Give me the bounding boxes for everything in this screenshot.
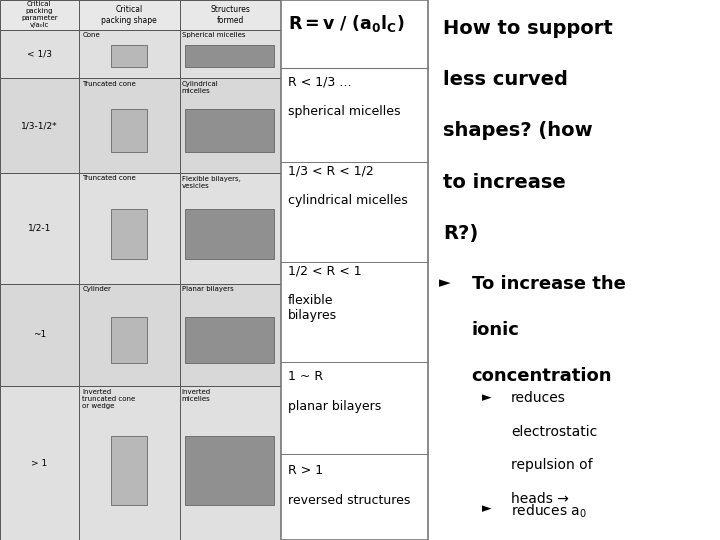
Text: 1/3 < R < 1/2: 1/3 < R < 1/2 [288, 165, 374, 178]
Text: R > 1: R > 1 [288, 464, 323, 477]
Text: Critical
packing shape: Critical packing shape [102, 5, 157, 24]
Text: Cone: Cone [82, 32, 100, 38]
Text: reversed structures: reversed structures [288, 494, 410, 507]
Text: Flexible bilayers,
vesicles: Flexible bilayers, vesicles [182, 176, 240, 188]
Text: ►: ► [482, 392, 492, 404]
Text: Structures
formed: Structures formed [210, 5, 250, 24]
Bar [111, 45, 148, 68]
Text: 1/2-1: 1/2-1 [27, 224, 51, 233]
Text: reduces: reduces [511, 392, 566, 406]
Text: 1 ~ R: 1 ~ R [288, 370, 323, 383]
Bar [185, 436, 274, 505]
Text: R < 1/3 …: R < 1/3 … [288, 76, 352, 89]
Text: R?): R?) [443, 224, 478, 243]
Bar [0, 173, 281, 284]
Bar [0, 386, 281, 540]
Text: heads →: heads → [511, 492, 569, 506]
Text: Inverted
truncated cone
or wedge: Inverted truncated cone or wedge [82, 389, 135, 409]
Bar [111, 436, 148, 505]
Bar [281, 0, 428, 540]
Text: Truncated cone: Truncated cone [82, 176, 136, 181]
Bar [185, 317, 274, 363]
Text: ionic: ionic [472, 321, 519, 339]
Bar [111, 317, 148, 363]
Bar [185, 109, 274, 152]
Text: concentration: concentration [472, 367, 612, 385]
Text: less curved: less curved [443, 70, 567, 89]
Bar [0, 284, 281, 386]
Text: $\mathbf{R = v\ /\ (a_0 l_C)}$: $\mathbf{R = v\ /\ (a_0 l_C)}$ [288, 14, 405, 35]
Bar [185, 209, 274, 259]
Text: Planar bilayers: Planar bilayers [182, 286, 233, 292]
Text: How to support: How to support [443, 19, 613, 38]
Text: reduces $\mathregular{a_0}$: reduces $\mathregular{a_0}$ [511, 502, 587, 519]
Text: 1/2 < R < 1: 1/2 < R < 1 [288, 265, 361, 278]
Text: 1/3-1/2*: 1/3-1/2* [21, 121, 58, 130]
Text: ~1: ~1 [32, 330, 46, 339]
Bar [111, 209, 148, 259]
Bar [185, 45, 274, 68]
Bar [111, 109, 148, 152]
Text: shapes? (how: shapes? (how [443, 122, 593, 140]
Text: electrostatic: electrostatic [511, 425, 598, 439]
Text: Critical
packing
parameter
v/a₀lᴄ: Critical packing parameter v/a₀lᴄ [21, 2, 58, 28]
Text: ►: ► [439, 275, 451, 291]
Text: flexible
bilayres: flexible bilayres [288, 294, 337, 322]
Text: Spherical micelles: Spherical micelles [182, 32, 246, 38]
Text: spherical micelles: spherical micelles [288, 105, 400, 118]
Text: < 1/3: < 1/3 [27, 50, 52, 58]
Text: cylindrical micelles: cylindrical micelles [288, 194, 408, 207]
Text: Truncated cone: Truncated cone [82, 81, 136, 87]
Text: to increase: to increase [443, 173, 565, 192]
Bar [0, 78, 281, 173]
Text: Cylindrical
micelles: Cylindrical micelles [182, 81, 219, 94]
Bar [0, 0, 281, 30]
Text: Inverted
micelles: Inverted micelles [182, 389, 211, 402]
Text: Cylinder: Cylinder [82, 286, 111, 292]
Bar [0, 30, 281, 78]
Text: repulsion of: repulsion of [511, 458, 593, 472]
Text: ►: ► [482, 502, 492, 515]
Text: planar bilayers: planar bilayers [288, 400, 382, 413]
Text: To increase the: To increase the [472, 275, 626, 293]
Text: > 1: > 1 [31, 458, 48, 468]
